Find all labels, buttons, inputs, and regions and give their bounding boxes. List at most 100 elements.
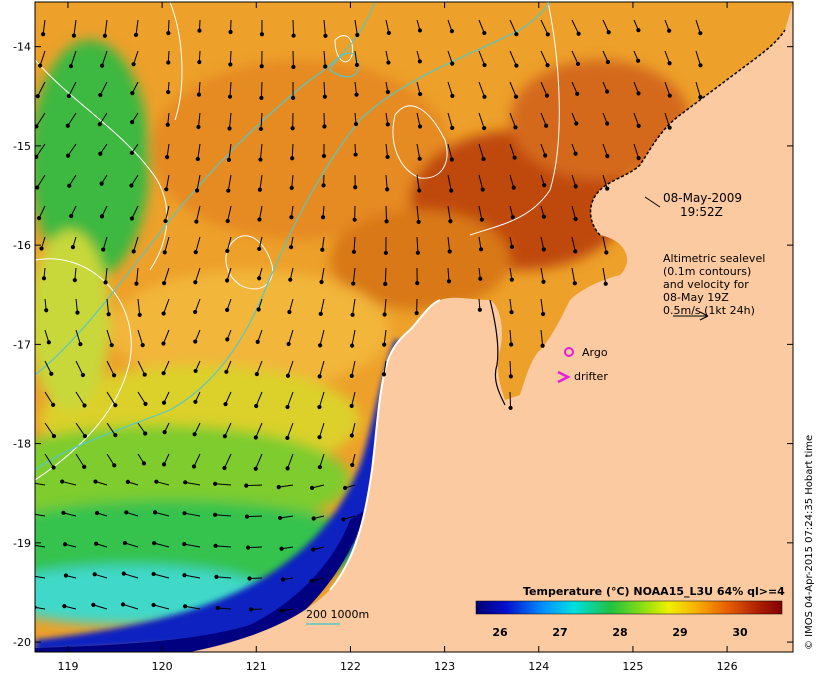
velocity-arrow-head <box>35 94 40 99</box>
velocity-arrow-head <box>322 94 327 99</box>
velocity-arrow-head <box>321 183 326 188</box>
velocity-arrow-head <box>224 278 230 283</box>
velocity-arrow-head <box>317 374 322 379</box>
velocity-arrow-head <box>258 157 263 162</box>
velocity-arrow <box>255 422 263 438</box>
velocity-arrow-head <box>225 248 230 254</box>
velocity-arrow <box>225 391 232 405</box>
velocity-arrow-head <box>322 124 327 129</box>
velocity-arrow <box>323 19 326 36</box>
velocity-arrow <box>319 422 325 438</box>
velocity-arrow-head <box>166 30 171 36</box>
velocity-arrow <box>416 205 420 222</box>
velocity-arrow-head <box>82 403 87 408</box>
velocity-arrow-head <box>698 63 703 68</box>
velocity-arrow <box>257 329 263 343</box>
velocity-arrow <box>68 81 77 97</box>
velocity-arrow-head <box>276 485 281 490</box>
altimetry-legend: Altimetric sealevel (0.1m contours) and … <box>663 252 765 321</box>
velocity-arrow-head <box>605 186 610 191</box>
velocity-arrow-head <box>228 62 233 67</box>
velocity-arrow <box>167 19 170 34</box>
velocity-arrow <box>38 205 46 219</box>
velocity-arrow <box>194 267 201 283</box>
velocity-arrow-head <box>41 276 47 281</box>
x-tick-label: 121 <box>246 660 267 673</box>
sst-patches <box>35 40 690 625</box>
velocity-arrow-head <box>51 402 56 408</box>
velocity-arrow-head <box>541 247 546 252</box>
scale-arrow-head <box>699 311 709 321</box>
velocity-arrow-head <box>280 577 286 582</box>
velocity-arrow-head <box>417 124 423 129</box>
velocity-arrow-head <box>97 122 102 127</box>
velocity-arrow-head <box>417 59 422 64</box>
velocity-arrow <box>385 205 388 222</box>
velocity-arrow <box>385 143 389 158</box>
y-tick-label: -18 <box>13 438 31 451</box>
velocity-arrow <box>122 603 139 610</box>
velocity-arrow-head <box>61 510 66 515</box>
velocity-arrow-head <box>290 126 295 131</box>
velocity-arrow <box>184 512 201 517</box>
velocity-arrow <box>256 360 263 375</box>
velocity-arrow <box>63 512 77 517</box>
velocity-arrow <box>217 607 232 610</box>
velocity-arrow <box>279 515 294 519</box>
velocity-arrow <box>509 143 516 158</box>
velocity-arrow-head <box>667 125 672 130</box>
velocity-arrow-head <box>385 154 390 160</box>
velocity-arrow-head <box>353 152 358 157</box>
velocity-arrow-head <box>355 32 360 38</box>
velocity-arrow-head <box>161 341 166 346</box>
velocity-arrow <box>35 544 46 548</box>
velocity-arrow-head <box>39 246 44 251</box>
velocity-arrow <box>260 81 263 98</box>
drifter-label: drifter <box>574 370 608 383</box>
velocity-arrow-head <box>227 126 232 131</box>
velocity-arrow-head <box>244 514 250 519</box>
velocity-arrow-head <box>573 184 578 189</box>
velocity-arrow-head <box>94 541 99 546</box>
velocity-arrow <box>447 267 450 282</box>
velocity-arrow-head <box>166 60 171 65</box>
velocity-arrow-head <box>478 276 483 281</box>
velocity-arrow-head <box>182 511 187 516</box>
velocity-arrow <box>540 19 549 35</box>
velocity-arrow-head <box>154 479 159 484</box>
velocity-arrow-head <box>309 578 314 584</box>
map-area <box>35 2 793 652</box>
velocity-arrow-head <box>226 188 231 193</box>
velocity-arrow-head <box>542 183 547 188</box>
velocity-arrow-head <box>450 125 455 130</box>
velocity-arrow-head <box>381 372 387 377</box>
velocity-arrow-head <box>194 219 199 224</box>
velocity-arrow <box>351 360 356 377</box>
land-mass <box>190 2 793 652</box>
velocity-arrow-head <box>164 155 170 160</box>
velocity-arrow-head <box>113 433 118 438</box>
map-frame <box>34 1 794 653</box>
velocity-arrow <box>184 574 201 579</box>
velocity-arrow <box>259 174 263 190</box>
velocity-arrow <box>695 19 701 34</box>
sealevel-contours <box>35 2 560 481</box>
velocity-arrow-head <box>225 337 230 342</box>
velocity-arrow-head <box>384 219 389 224</box>
velocity-arrow-head <box>129 150 134 156</box>
velocity-arrow-head <box>309 485 315 490</box>
velocity-arrow-head <box>386 60 391 65</box>
velocity-arrow-head <box>253 466 258 471</box>
velocity-arrow <box>99 112 108 125</box>
velocity-arrow-head <box>285 435 290 440</box>
velocity-arrow-head <box>94 510 100 516</box>
velocity-arrow-head <box>80 372 86 378</box>
velocity-arrow-head <box>75 310 80 315</box>
velocity-arrow <box>321 267 325 283</box>
colorbar-ticks: 26 27 28 29 30 <box>492 626 748 639</box>
velocity-arrow-head <box>544 123 549 128</box>
velocity-arrow-head <box>121 571 126 576</box>
velocity-arrow <box>571 267 576 284</box>
velocity-arrow-head <box>93 479 98 484</box>
velocity-arrow <box>287 360 294 376</box>
